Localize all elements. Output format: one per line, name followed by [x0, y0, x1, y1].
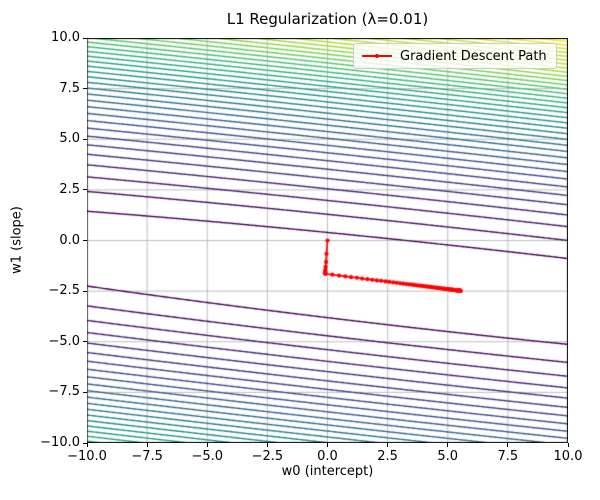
x-tick-mark: [266, 443, 268, 447]
x-tick-mark: [86, 443, 88, 447]
y-tick-mark: [83, 442, 87, 444]
x-tick-label: −10.0: [67, 449, 107, 464]
contour-plot-canvas: [87, 38, 568, 443]
x-tick-mark: [507, 443, 509, 447]
y-tick-label: −7.5: [48, 384, 80, 400]
x-tick-label: 10.0: [553, 449, 583, 464]
legend: Gradient Descent Path: [353, 43, 557, 69]
y-tick-mark: [83, 391, 87, 393]
y-tick-label: 7.5: [59, 80, 80, 96]
y-tick-label: −10.0: [40, 435, 80, 450]
y-tick-mark: [83, 37, 87, 39]
y-tick-label: 5.0: [59, 131, 80, 147]
x-tick-label: −5.0: [191, 449, 224, 464]
y-tick-label: −5.0: [48, 333, 80, 349]
y-tick-label: −2.5: [48, 283, 80, 299]
x-tick-label: 5.0: [437, 449, 459, 464]
y-tick-mark: [83, 290, 87, 292]
legend-label: Gradient Descent Path: [400, 48, 547, 64]
legend-line-icon: [362, 51, 392, 61]
x-tick-mark: [387, 443, 389, 447]
y-tick-mark: [83, 341, 87, 343]
x-tick-label: 0.0: [317, 449, 338, 464]
chart-title: L1 Regularization (λ=0.01): [226, 10, 429, 28]
legend-marker-dot-icon: [375, 54, 379, 58]
x-tick-mark: [567, 443, 569, 447]
y-tick-mark: [83, 88, 87, 90]
y-tick-mark: [83, 189, 87, 191]
y-tick-label: 10.0: [51, 30, 80, 45]
x-tick-label: −2.5: [251, 449, 284, 464]
y-tick-mark: [83, 138, 87, 140]
x-tick-mark: [327, 443, 328, 447]
x-axis-label: w0 (intercept): [281, 464, 374, 479]
y-tick-mark: [83, 240, 87, 241]
x-tick-mark: [146, 443, 148, 447]
x-tick-mark: [447, 443, 449, 447]
x-tick-label: −7.5: [131, 449, 163, 464]
y-tick-label: 0.0: [59, 232, 80, 248]
x-tick-mark: [206, 443, 208, 447]
y-tick-label: 2.5: [59, 181, 80, 197]
x-tick-label: 2.5: [377, 449, 398, 464]
x-tick-label: 7.5: [497, 449, 519, 464]
